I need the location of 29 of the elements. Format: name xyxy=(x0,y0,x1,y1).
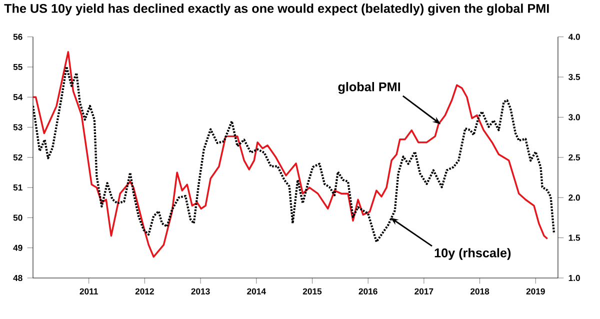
y-tick-label: 51 xyxy=(13,184,22,191)
y-tick-label: 56 xyxy=(13,34,22,40)
x-tick-label: 2012 xyxy=(135,288,154,294)
x-tick-label: 2018 xyxy=(470,288,490,294)
annotation: global PMI xyxy=(338,82,400,94)
y2-tick-label: 2.5 xyxy=(568,154,580,160)
y-tick-label: 49 xyxy=(13,244,22,251)
y2-tick-label: 3.5 xyxy=(568,74,580,80)
y-tick-label: 50 xyxy=(13,214,22,221)
x-tick-label: 2013 xyxy=(191,288,210,294)
y2-tick-label: 1.5 xyxy=(568,234,580,241)
x-tick-label: 2014 xyxy=(247,288,266,294)
y-tick-label: 54 xyxy=(13,94,23,100)
y2-tick-label: 1.0 xyxy=(568,274,580,282)
x-tick-label: 2011 xyxy=(80,288,98,294)
x-tick-label: 2015 xyxy=(302,288,322,294)
y-tick-label: 52 xyxy=(13,154,22,160)
annotation: 10y (rhscale) xyxy=(434,248,511,260)
y2-tick-label: 2.0 xyxy=(568,194,580,201)
x-tick-label: 2016 xyxy=(358,288,378,294)
y-tick-label: 53 xyxy=(13,124,22,130)
y2-tick-label: 3.0 xyxy=(568,114,580,120)
y-tick-label: 55 xyxy=(13,64,22,70)
line-series xyxy=(32,51,548,258)
chart-title: The US 10y yield has declined exactly as one would expect (belatedly) given the global PMI xyxy=(4,4,549,16)
y2-tick-label: 4.0 xyxy=(568,34,580,40)
y-tick-label: 48 xyxy=(13,274,22,282)
x-tick-label: 2019 xyxy=(526,288,545,294)
x-tick-label: 2017 xyxy=(414,288,434,294)
